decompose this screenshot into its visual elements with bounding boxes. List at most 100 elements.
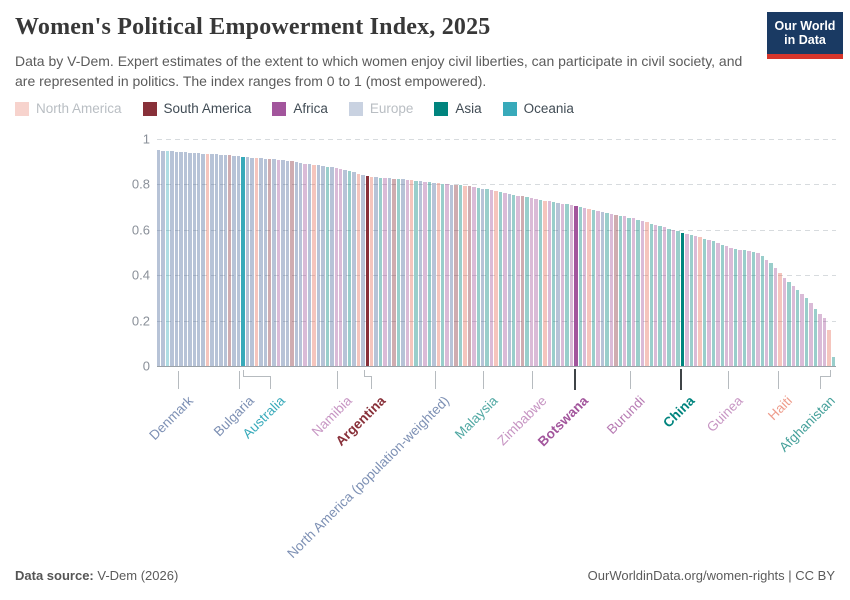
bar[interactable] <box>290 161 294 366</box>
country-label-burundi[interactable]: Burundi <box>603 393 648 438</box>
bar[interactable] <box>760 256 764 366</box>
bar[interactable] <box>729 247 733 366</box>
bar[interactable] <box>569 205 574 366</box>
bar[interactable] <box>401 179 405 366</box>
bar[interactable] <box>392 178 396 366</box>
bar[interactable] <box>693 236 698 366</box>
bar[interactable] <box>720 244 724 366</box>
bar[interactable] <box>418 181 423 366</box>
bar[interactable] <box>622 216 627 366</box>
bar[interactable] <box>405 179 409 366</box>
bar[interactable] <box>618 215 622 366</box>
bar[interactable] <box>565 204 569 366</box>
bar[interactable] <box>307 164 312 366</box>
bar[interactable] <box>627 217 631 366</box>
bar[interactable] <box>370 176 374 366</box>
bar[interactable] <box>702 238 707 366</box>
bar[interactable] <box>250 157 254 366</box>
bar[interactable] <box>498 192 503 366</box>
bar[interactable] <box>716 242 720 366</box>
bar[interactable] <box>161 150 165 366</box>
bar[interactable] <box>711 241 716 366</box>
bar[interactable] <box>583 207 587 366</box>
bar[interactable] <box>662 227 667 366</box>
bar[interactable] <box>219 154 223 366</box>
bar[interactable] <box>374 177 378 366</box>
bar[interactable] <box>427 182 432 366</box>
legend-item-europe[interactable]: Europe <box>348 101 413 116</box>
bar[interactable] <box>796 289 800 366</box>
bar[interactable] <box>254 157 259 366</box>
bar[interactable] <box>196 153 201 366</box>
bar[interactable] <box>476 187 480 366</box>
bar[interactable] <box>818 313 822 366</box>
bar[interactable] <box>738 249 742 366</box>
bar[interactable] <box>529 198 534 366</box>
bar[interactable] <box>791 286 795 366</box>
country-label-denmark[interactable]: Denmark <box>145 393 196 443</box>
bar-highlighted[interactable] <box>365 176 369 366</box>
bar[interactable] <box>361 175 365 366</box>
bar[interactable] <box>321 166 325 366</box>
bar-highlighted[interactable] <box>680 232 685 366</box>
bar[interactable] <box>591 209 596 366</box>
bar[interactable] <box>325 166 330 366</box>
bar[interactable] <box>698 237 702 366</box>
bar[interactable] <box>773 267 778 366</box>
bar[interactable] <box>441 183 445 366</box>
bar[interactable] <box>676 231 680 366</box>
bar[interactable] <box>267 159 272 366</box>
bar[interactable] <box>538 199 543 366</box>
bar[interactable] <box>685 233 689 366</box>
bar[interactable] <box>631 218 636 366</box>
bar[interactable] <box>636 219 640 366</box>
bar[interactable] <box>813 308 818 366</box>
bar-highlighted[interactable] <box>574 205 578 366</box>
bar[interactable] <box>751 252 756 366</box>
bar[interactable] <box>356 173 361 366</box>
bar[interactable] <box>689 235 693 366</box>
bar[interactable] <box>201 153 205 366</box>
bar[interactable] <box>436 183 440 366</box>
bar[interactable] <box>600 211 605 366</box>
bar[interactable] <box>272 159 276 366</box>
bar[interactable] <box>658 226 662 366</box>
bar[interactable] <box>330 167 334 366</box>
bar[interactable] <box>707 239 711 366</box>
bar[interactable] <box>787 281 791 366</box>
bar[interactable] <box>512 194 516 366</box>
footer-link[interactable]: OurWorldinData.org/women-rights | CC BY <box>587 568 835 583</box>
bar[interactable] <box>525 197 529 366</box>
bar[interactable] <box>285 161 290 366</box>
bar[interactable] <box>423 181 427 366</box>
bar[interactable] <box>347 171 352 366</box>
bar[interactable] <box>263 158 267 366</box>
bar[interactable] <box>587 208 591 366</box>
legend-item-north-america[interactable]: North America <box>15 101 122 116</box>
bar[interactable] <box>534 199 538 366</box>
bar[interactable] <box>649 223 653 366</box>
bar[interactable] <box>472 186 476 366</box>
bar-highlighted[interactable] <box>241 156 245 366</box>
bar[interactable] <box>449 184 454 366</box>
bar[interactable] <box>445 184 449 366</box>
bar[interactable] <box>183 152 188 366</box>
bar[interactable] <box>671 230 676 366</box>
country-label-china[interactable]: China <box>660 393 698 431</box>
bar[interactable] <box>157 150 161 366</box>
legend-item-asia[interactable]: Asia <box>434 101 482 116</box>
bar[interactable] <box>174 151 179 366</box>
bar[interactable] <box>831 356 835 366</box>
bar[interactable] <box>733 248 738 366</box>
bar[interactable] <box>316 165 321 366</box>
bar[interactable] <box>378 177 383 366</box>
bar[interactable] <box>170 151 174 366</box>
bar[interactable] <box>334 167 338 366</box>
bar[interactable] <box>299 162 303 366</box>
bar[interactable] <box>343 169 347 366</box>
bar[interactable] <box>192 152 196 366</box>
bar[interactable] <box>205 153 210 366</box>
bar[interactable] <box>556 203 560 366</box>
bar[interactable] <box>312 164 316 366</box>
bar[interactable] <box>769 262 773 366</box>
